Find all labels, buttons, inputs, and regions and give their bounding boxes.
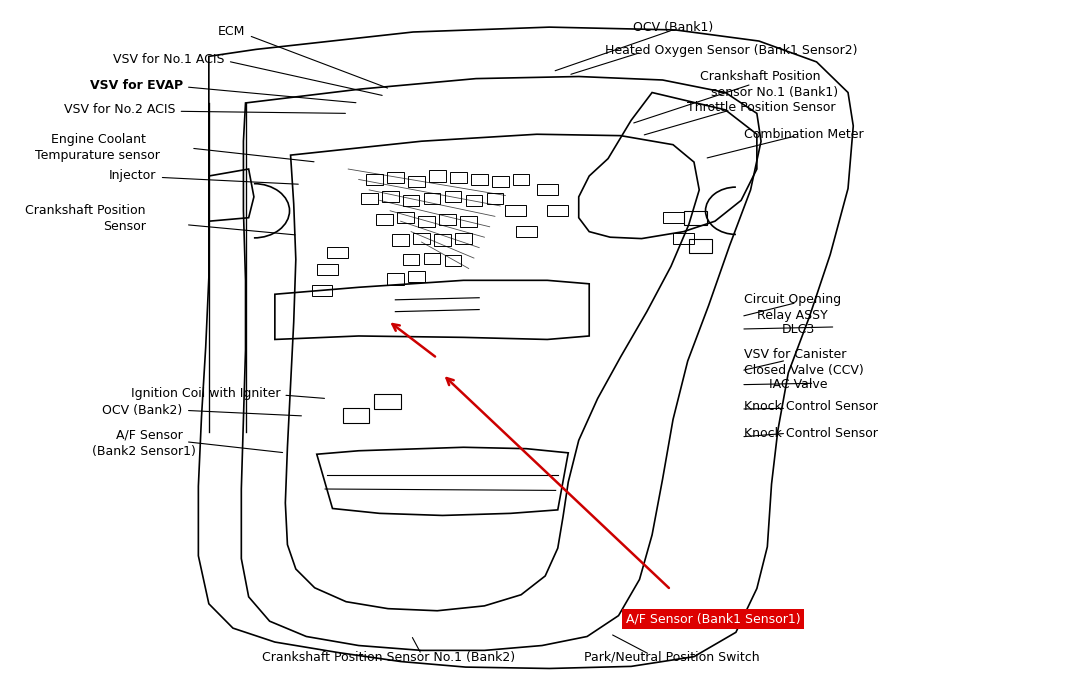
Bar xyxy=(419,215,435,227)
Text: Relay ASSY: Relay ASSY xyxy=(757,309,828,321)
Bar xyxy=(512,174,529,185)
Bar xyxy=(366,174,382,185)
Bar xyxy=(423,192,440,204)
Bar xyxy=(413,233,430,244)
Bar xyxy=(403,194,420,206)
Text: OCV (Bank2): OCV (Bank2) xyxy=(102,404,183,417)
Bar xyxy=(487,192,504,204)
Bar xyxy=(465,194,482,206)
Text: Engine Coolant: Engine Coolant xyxy=(52,133,146,146)
Bar xyxy=(439,213,456,224)
Text: Ignition Coil with Igniter: Ignition Coil with Igniter xyxy=(131,387,280,399)
Text: IAC Valve: IAC Valve xyxy=(769,378,828,391)
Bar xyxy=(403,254,420,265)
Text: Injector: Injector xyxy=(110,169,157,183)
Text: Park/Neutral Position Switch: Park/Neutral Position Switch xyxy=(584,651,759,664)
Text: VSV for Canister: VSV for Canister xyxy=(744,348,846,361)
Text: Crankshaft Position: Crankshaft Position xyxy=(700,70,821,83)
Text: Knock Control Sensor: Knock Control Sensor xyxy=(744,401,879,413)
Bar xyxy=(377,213,393,224)
Bar xyxy=(311,285,333,296)
Bar xyxy=(516,226,537,237)
Bar xyxy=(429,171,446,181)
Text: VSV for No.2 ACIS: VSV for No.2 ACIS xyxy=(63,103,175,116)
Bar xyxy=(683,210,707,224)
Bar xyxy=(375,394,401,409)
Bar xyxy=(450,172,466,183)
Bar xyxy=(492,176,508,187)
Bar xyxy=(317,264,337,275)
Bar xyxy=(343,408,369,423)
Bar xyxy=(461,215,477,227)
Text: Circuit Opening: Circuit Opening xyxy=(744,293,841,306)
Bar xyxy=(688,238,712,252)
Text: Crankshaft Position Sensor No.1 (Bank2): Crankshaft Position Sensor No.1 (Bank2) xyxy=(262,651,516,664)
Text: Sensor: Sensor xyxy=(103,220,146,233)
Bar xyxy=(445,255,462,266)
Text: A/F Sensor: A/F Sensor xyxy=(116,429,183,442)
Bar xyxy=(408,176,424,187)
Bar xyxy=(548,205,568,216)
Text: OCV (Bank1): OCV (Bank1) xyxy=(634,22,713,34)
Bar xyxy=(434,234,451,245)
Text: Closed Valve (CCV): Closed Valve (CCV) xyxy=(744,365,865,377)
Text: VSV for No.1 ACIS: VSV for No.1 ACIS xyxy=(113,54,224,66)
Bar xyxy=(381,191,398,202)
Bar xyxy=(408,271,424,282)
Text: DLC3: DLC3 xyxy=(782,323,815,335)
Text: VSV for EVAP: VSV for EVAP xyxy=(89,79,183,92)
Text: ECM: ECM xyxy=(218,26,246,38)
Bar xyxy=(397,212,415,223)
Text: A/F Sensor (Bank1 Sensor1): A/F Sensor (Bank1 Sensor1) xyxy=(626,613,800,626)
Text: Throttle Position Sensor: Throttle Position Sensor xyxy=(686,101,836,114)
Bar xyxy=(328,247,348,258)
Bar xyxy=(361,192,378,204)
Bar xyxy=(537,184,557,195)
Text: Tempurature sensor: Tempurature sensor xyxy=(34,148,160,162)
Bar xyxy=(423,252,440,263)
Bar xyxy=(392,234,409,245)
Text: sensor No.1 (Bank1): sensor No.1 (Bank1) xyxy=(711,86,838,99)
Bar xyxy=(470,174,488,185)
Bar xyxy=(673,233,694,244)
Bar xyxy=(445,191,462,202)
Bar xyxy=(387,273,404,284)
Bar xyxy=(455,233,471,244)
Text: Combination Meter: Combination Meter xyxy=(744,128,863,141)
Bar xyxy=(663,212,683,223)
Text: Crankshaft Position: Crankshaft Position xyxy=(26,204,146,217)
Text: Heated Oxygen Sensor (Bank1 Sensor2): Heated Oxygen Sensor (Bank1 Sensor2) xyxy=(605,45,857,57)
Bar xyxy=(506,205,526,216)
Bar xyxy=(387,172,404,183)
Text: (Bank2 Sensor1): (Bank2 Sensor1) xyxy=(92,445,197,458)
Text: Knock Control Sensor: Knock Control Sensor xyxy=(744,427,879,440)
